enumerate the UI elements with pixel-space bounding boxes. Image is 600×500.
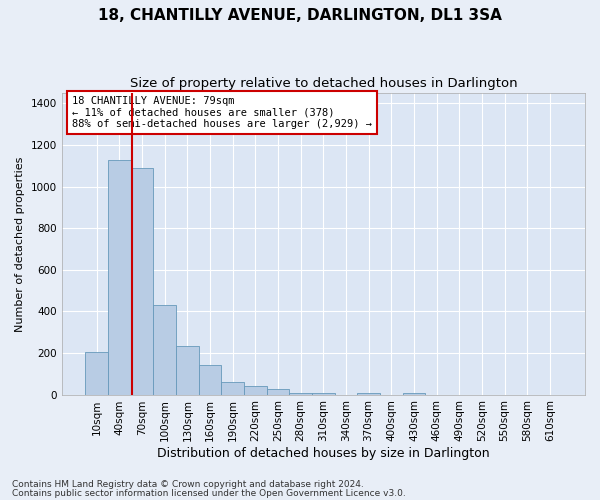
Bar	[358, 392, 380, 394]
Text: Contains HM Land Registry data © Crown copyright and database right 2024.: Contains HM Land Registry data © Crown c…	[12, 480, 364, 489]
Text: 18, CHANTILLY AVENUE, DARLINGTON, DL1 3SA: 18, CHANTILLY AVENUE, DARLINGTON, DL1 3S…	[98, 8, 502, 22]
Bar	[312, 392, 335, 394]
Bar	[199, 366, 221, 394]
Bar	[176, 346, 199, 395]
Text: 18 CHANTILLY AVENUE: 79sqm
← 11% of detached houses are smaller (378)
88% of sem: 18 CHANTILLY AVENUE: 79sqm ← 11% of deta…	[72, 96, 372, 130]
X-axis label: Distribution of detached houses by size in Darlington: Distribution of detached houses by size …	[157, 447, 490, 460]
Text: Contains public sector information licensed under the Open Government Licence v3: Contains public sector information licen…	[12, 489, 406, 498]
Bar	[131, 168, 154, 394]
Bar	[289, 392, 312, 394]
Title: Size of property relative to detached houses in Darlington: Size of property relative to detached ho…	[130, 78, 517, 90]
Bar	[403, 392, 425, 394]
Bar	[244, 386, 266, 394]
Bar	[266, 390, 289, 394]
Bar	[154, 305, 176, 394]
Bar	[85, 352, 108, 395]
Bar	[221, 382, 244, 394]
Y-axis label: Number of detached properties: Number of detached properties	[15, 156, 25, 332]
Bar	[108, 160, 131, 394]
